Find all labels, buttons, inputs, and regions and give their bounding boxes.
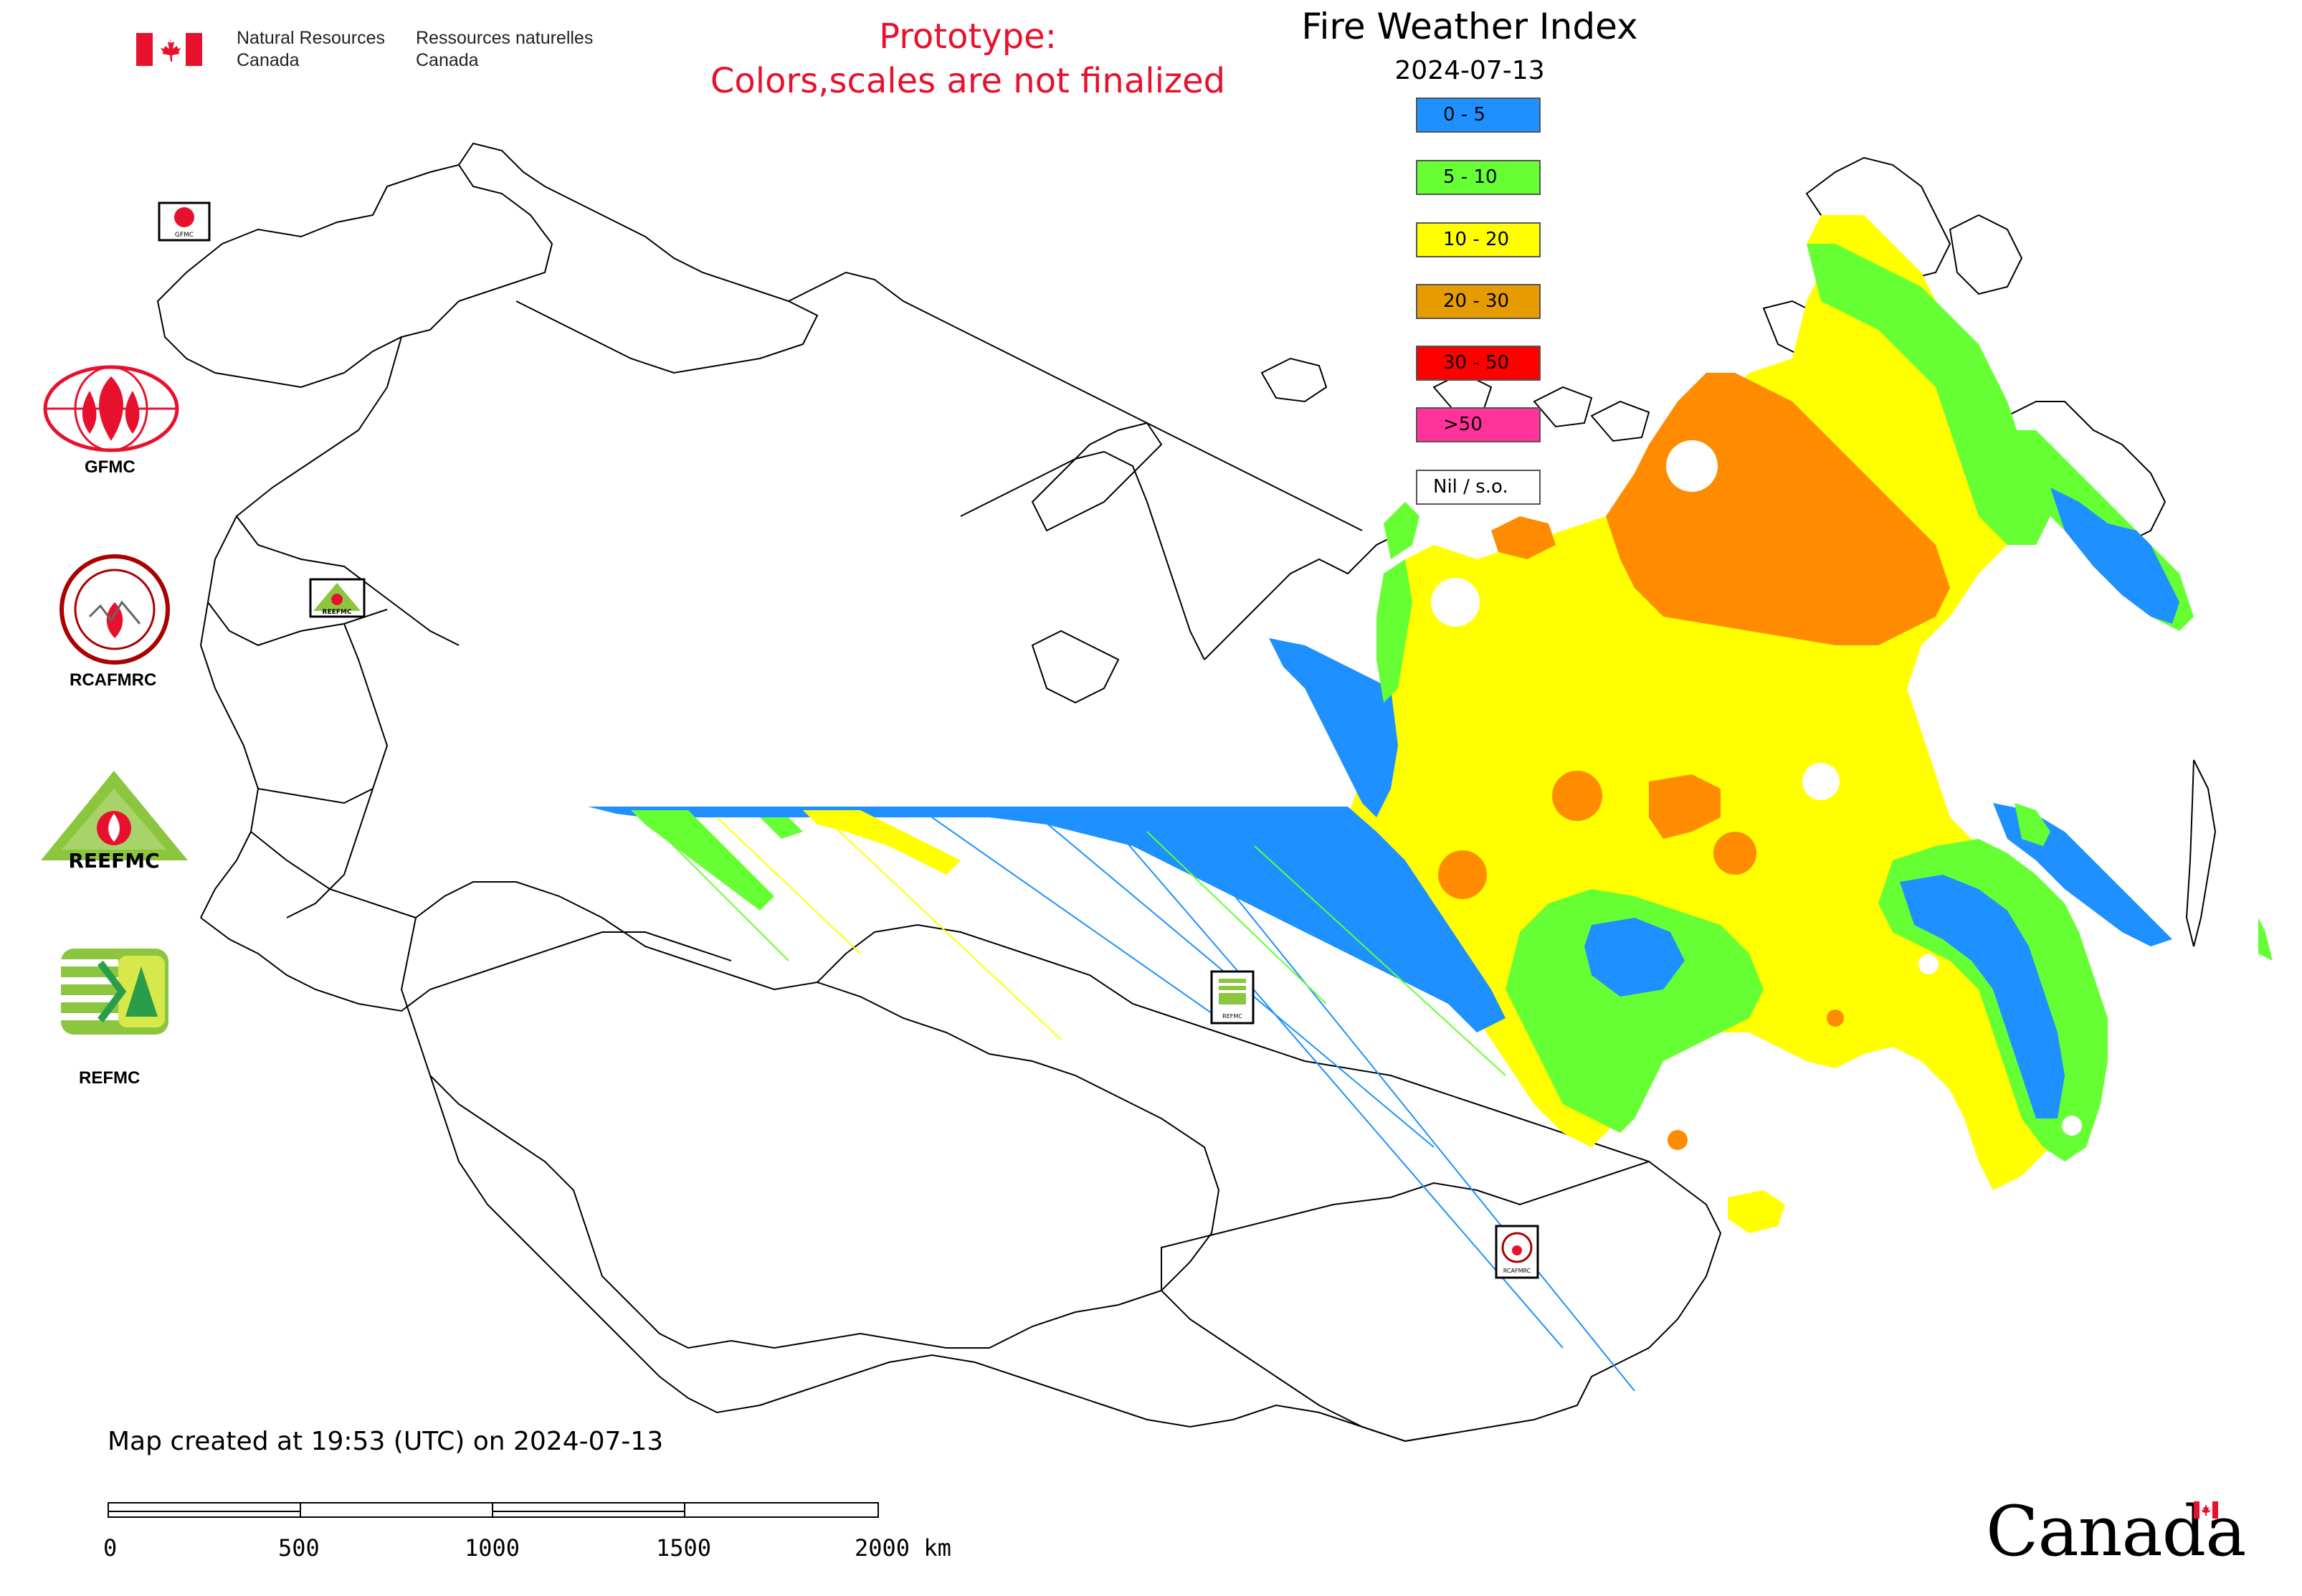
rcafmrc-label: RCAFMRC bbox=[70, 670, 157, 690]
map-title: Fire Weather Index bbox=[1301, 6, 1638, 47]
map-created-timestamp: Map created at 19:53 (UTC) on 2024-07-13 bbox=[108, 1427, 664, 1456]
department-name-fr: Ressources naturelles Canada bbox=[416, 28, 594, 70]
canada-flag-icon bbox=[136, 33, 202, 66]
country-borders bbox=[156, 142, 2217, 1443]
legend-item-over-50: >50 bbox=[1416, 407, 1541, 442]
government-of-canada-signature: Natural Resources Canada Ressources natu… bbox=[136, 27, 638, 77]
refmc-label: REFMC bbox=[79, 1068, 141, 1088]
fwi-raster bbox=[588, 215, 2273, 1392]
reefmc-logo-icon: REEFMC bbox=[37, 767, 191, 873]
prototype-notice: Prototype: Colors,scales are not finaliz… bbox=[710, 16, 1226, 101]
department-name-en: Natural Resources Canada bbox=[237, 28, 386, 70]
map-gfmc-icon: GFMC bbox=[158, 201, 211, 242]
svg-text:GFMC: GFMC bbox=[175, 232, 194, 239]
rcafmrc-logo-icon bbox=[57, 552, 172, 667]
legend-item-10-20: 10 - 20 bbox=[1416, 222, 1541, 257]
gfmc-logo-icon bbox=[39, 362, 183, 455]
map-rcafmrc-icon: RCAFMRC bbox=[1495, 1225, 1539, 1279]
map-refmc-icon: REFMC bbox=[1210, 970, 1255, 1025]
refmc-logo-icon bbox=[57, 945, 172, 1038]
scale-label-500: 500 bbox=[278, 1534, 320, 1562]
svg-text:REEFMC: REEFMC bbox=[68, 849, 159, 871]
svg-text:REFMC: REFMC bbox=[1222, 1013, 1242, 1020]
legend-item-0-5: 0 - 5 bbox=[1416, 98, 1541, 133]
scale-bar bbox=[108, 1502, 882, 1519]
scale-label-2000: 2000 km bbox=[855, 1534, 951, 1562]
scale-label-1000: 1000 bbox=[465, 1534, 520, 1562]
legend-item-5-10: 5 - 10 bbox=[1416, 160, 1541, 195]
map-partner-icons: GFMC REEFMC REFMC RCAFMRC bbox=[158, 201, 1539, 1279]
map-date: 2024-07-13 bbox=[1394, 56, 1545, 85]
legend-item-30-50: 30 - 50 bbox=[1416, 346, 1541, 381]
scale-label-1500: 1500 bbox=[656, 1534, 712, 1562]
map-reefmc-icon: REEFMC bbox=[309, 578, 366, 618]
svg-text:RCAFMRC: RCAFMRC bbox=[1503, 1268, 1531, 1274]
svg-text:REEFMC: REEFMC bbox=[323, 609, 352, 616]
canada-wordmark-flag-icon bbox=[2194, 1501, 2218, 1519]
legend-item-nil: Nil / s.o. bbox=[1416, 470, 1541, 505]
scale-label-0: 0 bbox=[103, 1534, 118, 1562]
legend-item-20-30: 20 - 30 bbox=[1416, 284, 1541, 319]
gfmc-label: GFMC bbox=[85, 457, 135, 477]
